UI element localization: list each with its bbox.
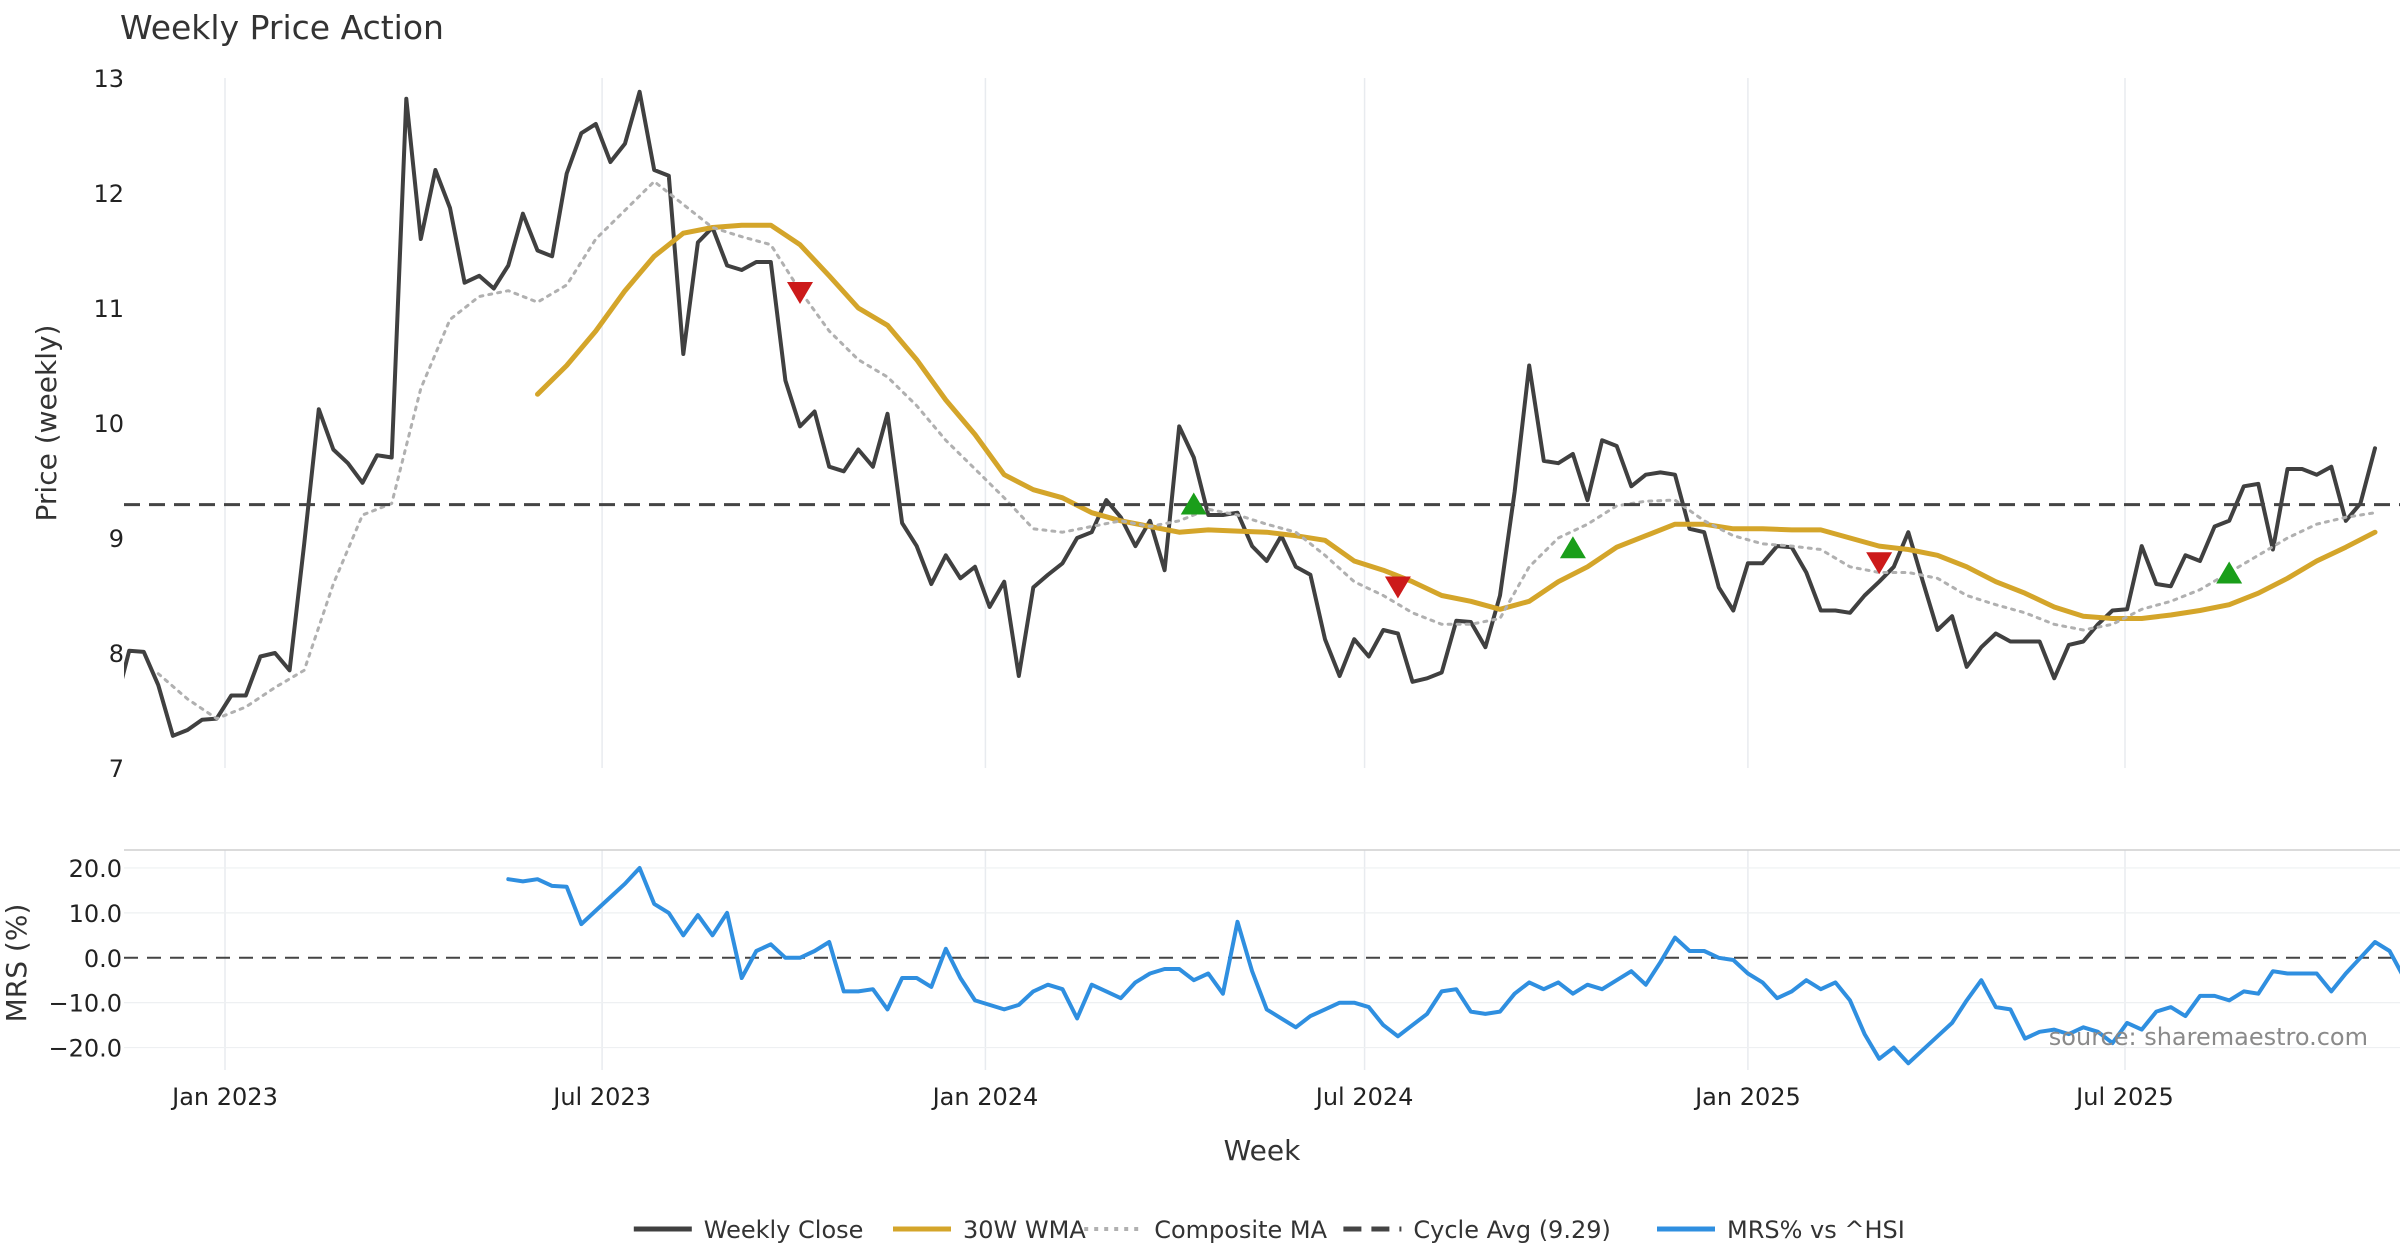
price-y-ticks: 7 8 9 10 11 12 13: [93, 65, 124, 783]
x-tick-label: Jul 2024: [1314, 1083, 1414, 1111]
price-y-tick-label: 11: [93, 295, 124, 323]
series-mrs-vs-hsi: [506, 866, 2400, 1066]
buy-signal-marker: [1180, 492, 1207, 515]
buy-signal-marker: [2216, 561, 2243, 584]
x-tick-label: Jul 2023: [551, 1083, 651, 1111]
mrs-y-axis-label: MRS (%): [0, 904, 33, 1023]
price-y-tick-label: 8: [109, 640, 124, 668]
mrs-y-tick-label: −20.0: [48, 1035, 122, 1063]
x-tick-label: Jul 2025: [2074, 1083, 2174, 1111]
legend-label: Weekly Close: [704, 1216, 864, 1244]
signal-markers: [787, 282, 2243, 599]
mrs-y-tick-label: 20.0: [69, 855, 122, 883]
sell-signal-marker: [787, 282, 813, 305]
price-y-tick-label: 10: [93, 410, 124, 438]
price-y-tick-label: 12: [93, 180, 124, 208]
legend-label: 30W WMA: [963, 1216, 1086, 1244]
sell-signal-marker: [1866, 552, 1893, 575]
price-gridlines: [224, 78, 2126, 768]
price-y-tick-label: 7: [109, 755, 124, 783]
x-tick-label: Jan 2023: [170, 1083, 278, 1111]
mrs-y-tick-label: 10.0: [69, 900, 122, 928]
x-tick-label: Jan 2024: [931, 1083, 1039, 1111]
price-series-group: [124, 89, 2400, 738]
mrs-y-tick-label: −10.0: [48, 990, 122, 1018]
sell-signal-marker: [1384, 576, 1411, 599]
mrs-gridlines: [124, 850, 2400, 1070]
legend-label: MRS% vs ^HSI: [1727, 1216, 1905, 1244]
mrs-y-tick-label: 0.0: [84, 945, 122, 973]
x-ticks: Jan 2023 Jul 2023 Jan 2024 Jul 2024 Jan 2025…: [170, 1083, 2174, 1111]
price-y-tick-label: 13: [93, 65, 124, 93]
series-composite-ma: [156, 180, 2377, 721]
mrs-series-group: [124, 866, 2400, 1066]
buy-signal-marker: [1559, 536, 1586, 559]
mrs-y-ticks: 20.0 10.0 0.0 −10.0 −20.0: [48, 855, 122, 1063]
series-30w-wma: [535, 222, 2378, 621]
price-y-tick-label: 9: [109, 525, 124, 553]
chart-title: Weekly Price Action: [120, 8, 444, 47]
x-axis-label: Week: [1224, 1134, 1301, 1167]
legend: Weekly Close 30W WMA Composite MA Cycle Avg…: [633, 1216, 1905, 1244]
price-y-axis-label: Price (weekly): [30, 325, 63, 522]
series-weekly-close: [124, 89, 2377, 738]
legend-label: Cycle Avg (9.29): [1413, 1216, 1610, 1244]
source-note: source: sharemaestro.com: [2049, 1023, 2368, 1051]
x-tick-label: Jan 2025: [1693, 1083, 1801, 1111]
legend-label: Composite MA: [1154, 1216, 1327, 1244]
